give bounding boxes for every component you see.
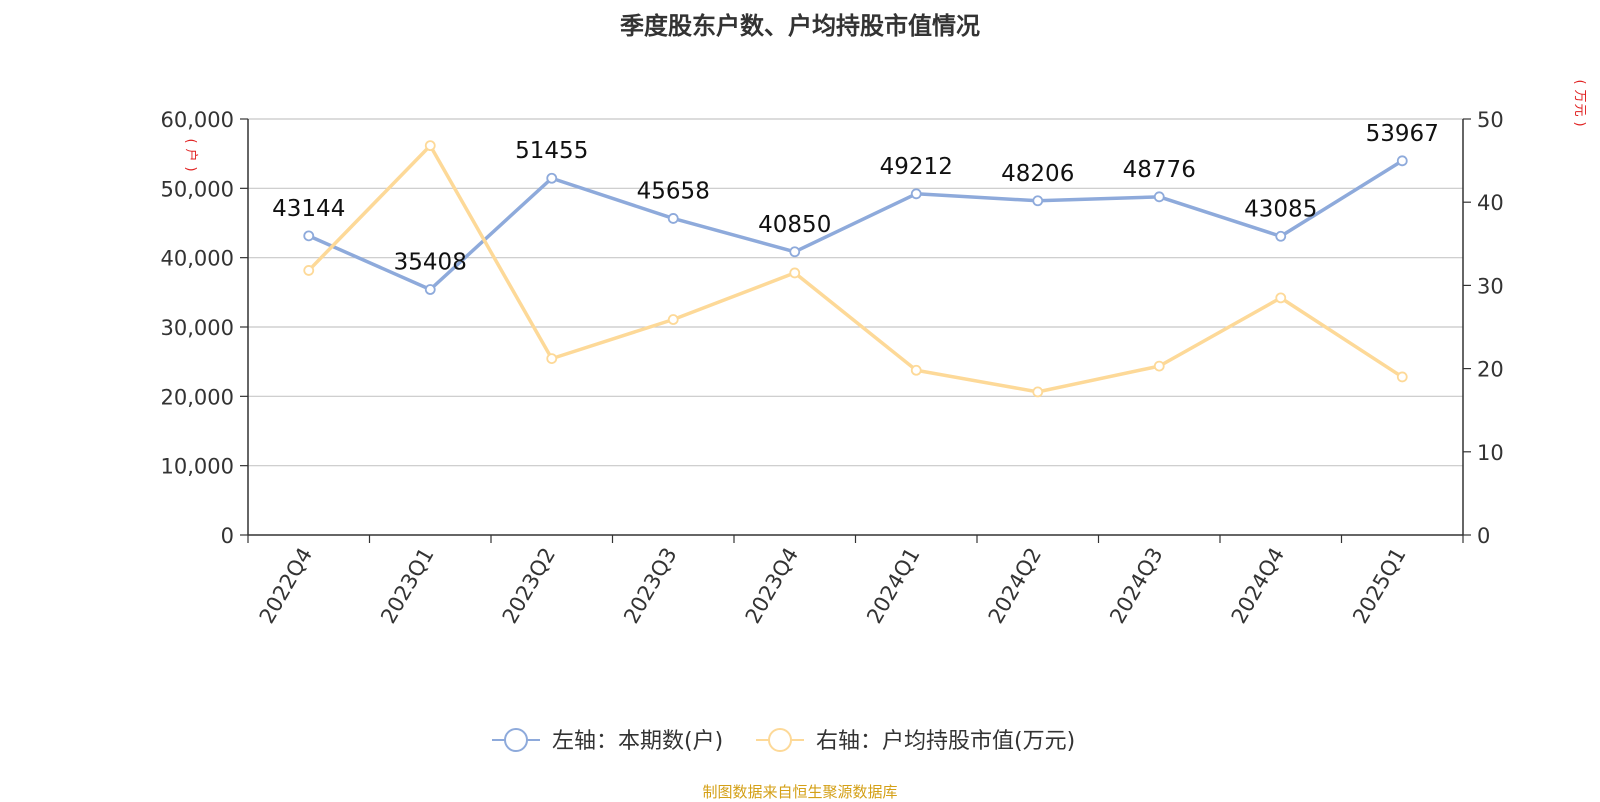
legend-item-1: 左轴：本期数(户) xyxy=(492,728,723,754)
series-1-point xyxy=(1275,230,1287,242)
data-label: 53967 xyxy=(1366,121,1439,147)
series-lines xyxy=(307,143,1404,394)
series-2-point xyxy=(1153,360,1165,372)
data-label: 48776 xyxy=(1123,157,1196,183)
series-1-point xyxy=(303,230,315,242)
right-axis-tick-label: 0 xyxy=(1477,524,1490,548)
legend-label: 右轴：户均持股市值(万元) xyxy=(816,729,1075,754)
x-axis-tick-label: 2023Q4 xyxy=(741,544,803,628)
series-2-point xyxy=(424,140,436,152)
series-2-point xyxy=(667,314,679,325)
data-points xyxy=(303,140,1408,398)
axis-unit-char: ) xyxy=(183,166,198,171)
series-line-1 xyxy=(308,159,1404,292)
series-1-point xyxy=(910,188,922,200)
axis-unit-char: ) xyxy=(1572,121,1587,126)
axis-unit-char: 元 xyxy=(1572,103,1587,116)
left-axis-tick-label: 40,000 xyxy=(161,247,234,271)
series-1-point xyxy=(1032,195,1044,207)
data-label: 43085 xyxy=(1244,196,1317,222)
right-axis-tick-label: 20 xyxy=(1477,358,1504,382)
series-1-point xyxy=(1396,155,1408,167)
x-axis-tick-label: 2024Q2 xyxy=(984,544,1046,628)
legend-item-2: 右轴：户均持股市值(万元) xyxy=(756,728,1075,754)
series-2-point xyxy=(1396,371,1408,383)
series-2-point xyxy=(910,364,922,376)
right-axis-tick-label: 10 xyxy=(1477,441,1504,465)
series-2-point xyxy=(303,265,315,276)
left-axis-tick-label: 0 xyxy=(221,524,234,548)
series-1-point xyxy=(789,246,801,258)
data-label: 45658 xyxy=(637,178,710,204)
series-1-point xyxy=(1153,191,1165,203)
data-label: 51455 xyxy=(515,138,588,164)
axis-unit-char: ( xyxy=(183,138,198,143)
series-line-2 xyxy=(307,143,1404,394)
source-footer: 制图数据来自恒生聚源数据库 xyxy=(702,783,898,801)
series-1-point xyxy=(424,284,436,295)
series-1-point xyxy=(667,213,679,224)
series-2-point xyxy=(1275,292,1287,304)
legend-label: 左轴：本期数(户) xyxy=(552,729,723,754)
left-axis-tick-label: 10,000 xyxy=(161,455,234,479)
axis-unit-char: ( xyxy=(1572,79,1587,84)
axis-unit-char: 万 xyxy=(1572,89,1587,102)
legend-marker-icon xyxy=(768,728,792,752)
x-axis-tick-label: 2023Q1 xyxy=(376,544,438,628)
data-label: 40850 xyxy=(758,212,831,238)
left-axis-tick-label: 30,000 xyxy=(161,316,234,340)
series-2-point xyxy=(1032,386,1044,398)
x-axis-tick-label: 2022Q4 xyxy=(255,544,317,628)
left-axis-tick-label: 60,000 xyxy=(161,108,234,132)
data-label: 49212 xyxy=(880,154,953,180)
grid-lines xyxy=(248,118,1463,467)
left-axis-tick-label: 50,000 xyxy=(161,177,234,201)
data-labels: 43144 35408 51455 45658 40850 49212 48206 48776… xyxy=(272,121,1439,276)
right-axis-tick-label: 30 xyxy=(1477,274,1504,298)
right-axis-tick-label: 40 xyxy=(1477,191,1504,215)
chart-title: 季度股东户数、户均持股市值情况 xyxy=(620,12,980,40)
legend: 左轴：本期数(户) 右轴：户均持股市值(万元) xyxy=(492,728,1075,754)
data-label: 43144 xyxy=(272,196,345,222)
right-axis-unit: ( 万元) xyxy=(1572,79,1587,126)
x-axis-tick-label: 2024Q1 xyxy=(862,544,924,628)
series-1-point xyxy=(546,172,558,184)
data-label: 48206 xyxy=(1001,161,1074,187)
x-axis-tick-label: 2024Q4 xyxy=(1227,544,1289,628)
left-axis-unit: ( 户) xyxy=(183,138,199,171)
x-axis-tick-label: 2024Q3 xyxy=(1105,544,1167,628)
axes: 0 10,000 20,000 30,000 40,000 50,000 60,000 0 10… xyxy=(161,79,1587,627)
right-axis-tick-label: 50 xyxy=(1477,108,1504,132)
x-axis-tick-label: 2023Q3 xyxy=(619,544,681,628)
data-label: 35408 xyxy=(394,250,467,276)
x-axis-tick-label: 2023Q2 xyxy=(498,544,560,628)
left-axis-tick-label: 20,000 xyxy=(161,385,234,409)
series-2-point xyxy=(789,267,801,279)
x-axis-tick-label: 2025Q1 xyxy=(1348,544,1410,628)
series-2-point xyxy=(546,353,558,365)
legend-marker-icon xyxy=(504,728,528,752)
axis-unit-char: 户 xyxy=(183,148,199,161)
